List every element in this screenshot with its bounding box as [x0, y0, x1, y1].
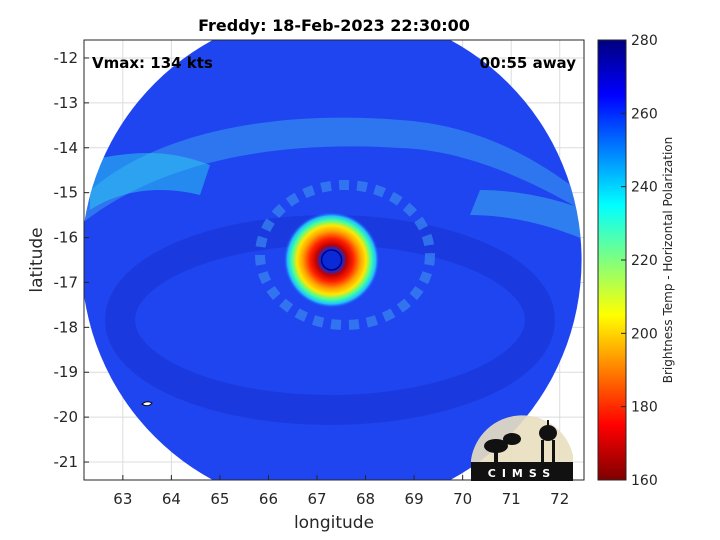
colorbar-label: Brightness Temp - Horizontal Polarizatio… [661, 137, 675, 384]
y-tick-label: -12 [54, 49, 79, 67]
colorbar-tick-label: 220 [631, 253, 658, 269]
y-tick-label: -19 [54, 363, 79, 381]
cold-band-upper [84, 117, 582, 225]
eye [320, 249, 343, 271]
cold-band-right [470, 190, 582, 240]
colorbar: 280 260 240 220 200 180 160 Brightness Temp - … [597, 33, 675, 489]
colorbar-tick-label: 200 [631, 326, 658, 342]
logo-text: CIMSS [488, 467, 556, 480]
x-tick-label: 67 [307, 490, 326, 508]
x-tick-label: 69 [405, 490, 424, 508]
time-away-annotation: 00:55 away [480, 54, 577, 72]
colorbar-tick-label: 280 [631, 33, 658, 49]
colorbar-tick-label: 260 [631, 106, 658, 122]
x-tick-label: 71 [502, 490, 521, 508]
y-tick-label: -15 [54, 184, 79, 202]
y-axis-label: latitude [27, 227, 47, 292]
rainband-ring [255, 180, 435, 330]
y-tick-label: -21 [54, 453, 79, 471]
x-axis-label: longitude [294, 513, 374, 533]
x-tick-label: 70 [453, 490, 472, 508]
vmax-annotation: Vmax: 134 kts [92, 54, 213, 72]
y-tick-label: -14 [54, 139, 79, 157]
chart-title: Freddy: 18-Feb-2023 22:30:00 [198, 16, 470, 35]
brightness-swath [84, 40, 582, 480]
y-tick-label: -16 [54, 229, 79, 247]
colorbar-ticks: 280 260 240 220 200 180 160 [621, 33, 658, 489]
colorbar-tick-label: 160 [631, 473, 658, 489]
x-tick-label: 65 [210, 490, 229, 508]
cold-band-left [90, 153, 210, 210]
x-tick-label: 64 [162, 490, 181, 508]
axes-frame [83, 39, 585, 481]
y-tick-label: -20 [54, 408, 79, 426]
colorbar-tick-label: 180 [631, 400, 658, 416]
y-tick-label: -18 [54, 318, 79, 336]
x-tick-label: 66 [259, 490, 278, 508]
cimss-logo: CIMSS [471, 415, 573, 481]
x-axis-ticks: 63 64 65 66 67 68 69 70 71 72 [113, 475, 569, 508]
y-tick-label: -13 [54, 94, 79, 112]
colorbar-tick-label: 240 [631, 180, 658, 196]
y-tick-label: -17 [54, 273, 79, 291]
x-tick-label: 68 [356, 490, 375, 508]
y-axis-ticks: -12 -13 -14 -15 -16 -17 -18 -19 -20 -21 [54, 49, 89, 471]
coastline-fragment [141, 401, 153, 407]
x-tick-label: 72 [550, 490, 569, 508]
x-tick-label: 63 [113, 490, 132, 508]
